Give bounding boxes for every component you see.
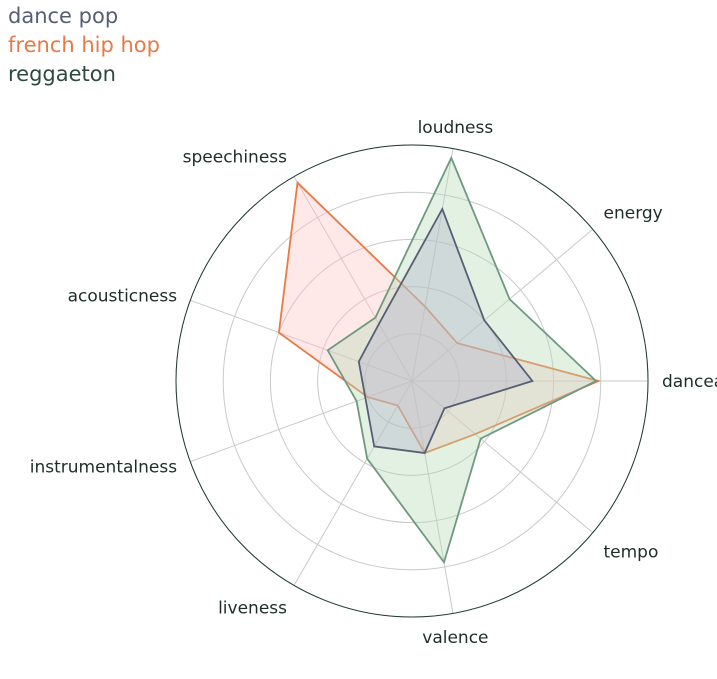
legend-entry-french-hip-hop: french hip hop	[8, 33, 160, 57]
legend-entry-dance-pop: dance pop	[8, 4, 119, 28]
spoke-instrumentalness	[190, 380, 413, 463]
series-fill-reggaeton	[327, 157, 597, 563]
axis-label-loudness: loudness	[418, 118, 494, 138]
series-line-dance-pop	[357, 206, 534, 454]
axis-labels: danceability energy loudness speechiness aco…	[30, 118, 717, 648]
spoke-liveness	[293, 380, 413, 586]
radar-series	[277, 155, 602, 565]
spoke-acousticness	[190, 299, 413, 382]
axis-label-acousticness: acousticness	[68, 287, 178, 307]
legend-entry-reggaeton: reggaeton	[8, 62, 116, 86]
series-line-french-hip-hop	[277, 180, 602, 455]
spoke-valence	[411, 380, 454, 614]
axis-label-energy: energy	[604, 203, 663, 223]
axis-label-tempo: tempo	[604, 543, 659, 563]
radar-frame	[175, 144, 649, 618]
axis-label-valence: valence	[422, 628, 488, 648]
spoke-speechiness	[293, 176, 413, 382]
legend: dance pop french hip hop reggaeton	[8, 2, 160, 89]
series-fill-dance-pop	[358, 209, 533, 453]
series-line-reggaeton	[326, 155, 598, 565]
axis-label-speechiness: speechiness	[183, 148, 288, 168]
axis-label-instrumentalness: instrumentalness	[30, 458, 177, 478]
spoke-loudness	[411, 148, 454, 382]
axis-label-liveness: liveness	[218, 599, 287, 619]
spoke-energy	[411, 228, 594, 382]
spoke-tempo	[411, 380, 594, 534]
axis-label-danceability: danceability	[662, 372, 717, 392]
